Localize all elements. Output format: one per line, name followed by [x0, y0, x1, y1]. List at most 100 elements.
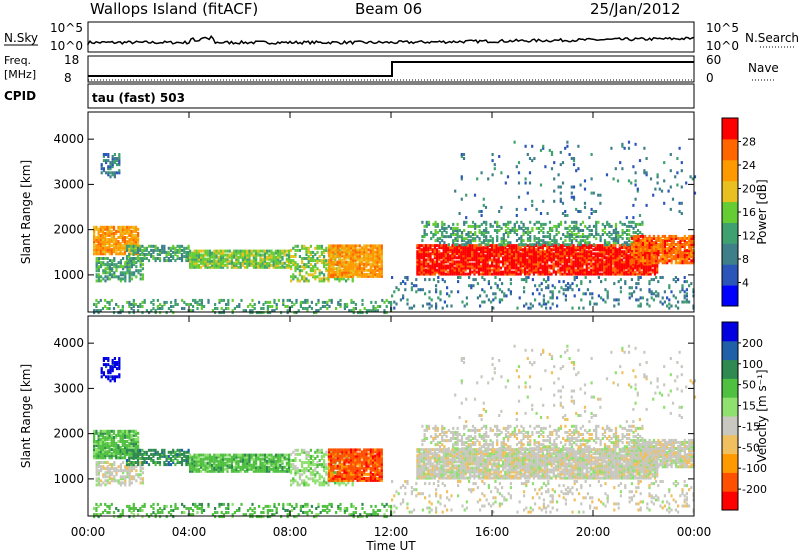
power-cell: [334, 270, 337, 274]
power-cell: [482, 246, 485, 250]
power-cell: [478, 231, 481, 234]
power-cell: [553, 224, 556, 228]
power-cell: [508, 256, 511, 260]
power-cell: [219, 253, 222, 257]
power-cell: [365, 264, 368, 268]
velocity-cell: [123, 444, 127, 448]
power-cell: [452, 226, 455, 230]
power-cell: [515, 244, 518, 248]
power-cell: [345, 274, 348, 278]
power-cell: [132, 244, 135, 248]
power-cell: [204, 265, 207, 269]
power-cell: [185, 250, 188, 254]
velocity-cell: [97, 456, 100, 460]
power-cell: [536, 288, 539, 292]
power-cell: [380, 262, 383, 266]
power-cell: [524, 258, 527, 262]
power-cell: [531, 203, 534, 207]
power-cell: [460, 155, 463, 158]
power-cell: [338, 248, 341, 252]
power-cell: [481, 288, 484, 292]
power-cell: [644, 243, 647, 246]
power-cell: [633, 243, 636, 246]
power-cell: [480, 231, 483, 234]
power-cell: [475, 246, 478, 250]
power-cell: [111, 261, 114, 265]
power-cell: [376, 246, 379, 250]
power-cell: [497, 272, 500, 276]
power-cell: [579, 268, 582, 272]
velocity-cell: [93, 450, 96, 454]
power-cell: [313, 311, 316, 315]
power-cell: [548, 272, 551, 276]
power-cell: [620, 250, 624, 254]
velocity-cell: [123, 448, 127, 452]
power-cell: [132, 309, 135, 313]
power-cell: [99, 240, 102, 244]
power-cell: [316, 244, 319, 248]
velocity-cell: [119, 440, 122, 443]
power-cell: [568, 235, 571, 239]
power-cell: [347, 256, 350, 260]
power-cell: [416, 264, 419, 268]
power-cell: [644, 253, 647, 257]
power-cell: [436, 222, 439, 226]
power-cell: [290, 259, 293, 263]
velocity-cell: [119, 429, 122, 433]
power-cell: [537, 239, 541, 243]
power-cell: [480, 233, 483, 236]
power-cell: [441, 239, 444, 243]
power-cell: [495, 266, 498, 270]
power-cell: [354, 250, 357, 254]
power-cell: [269, 305, 272, 308]
power-cell: [680, 161, 683, 165]
power-cell: [363, 268, 366, 272]
power-cell: [488, 264, 491, 268]
power-cell: [345, 256, 348, 260]
power-cell: [659, 259, 662, 263]
power-cell: [583, 187, 587, 191]
power-cell: [233, 253, 236, 257]
power-cell: [476, 282, 479, 286]
power-cell: [587, 246, 591, 250]
power-cell: [420, 264, 423, 268]
power-cell: [690, 255, 693, 259]
power-cell: [565, 252, 569, 256]
power-cell: [526, 266, 529, 270]
power-cell: [126, 225, 129, 229]
power-cell: [570, 258, 573, 262]
power-cell: [152, 307, 155, 310]
power-cell: [422, 250, 425, 254]
power-cell: [606, 233, 609, 236]
velocity-cell: [121, 450, 124, 454]
power-cell: [453, 252, 456, 256]
power-cell: [117, 227, 120, 231]
power-cell: [464, 246, 467, 250]
power-cell: [266, 249, 269, 253]
nsearch-tick-bottom: 10^0: [706, 39, 739, 53]
power-cell: [360, 260, 364, 264]
power-cell: [438, 237, 442, 241]
power-cell: [533, 239, 536, 243]
power-cell: [493, 264, 496, 268]
power-cell: [681, 245, 684, 248]
power-cell: [688, 284, 691, 288]
power-cell: [457, 276, 460, 279]
power-cell: [596, 262, 599, 266]
power-cell: [378, 248, 381, 252]
power-cell: [575, 169, 578, 173]
power-cell: [444, 260, 447, 264]
power-cell: [583, 252, 586, 256]
power-cell: [119, 252, 122, 256]
power-cell: [592, 264, 595, 268]
power-cell: [652, 249, 656, 253]
power-cell: [571, 288, 574, 292]
power-cell: [502, 256, 505, 260]
power-cell: [130, 252, 133, 256]
power-cell: [477, 254, 480, 258]
power-cell: [495, 262, 498, 266]
power-cell: [524, 226, 527, 230]
power-cell: [104, 263, 107, 267]
power-cell: [649, 272, 652, 276]
velocity-cell: [112, 454, 116, 458]
